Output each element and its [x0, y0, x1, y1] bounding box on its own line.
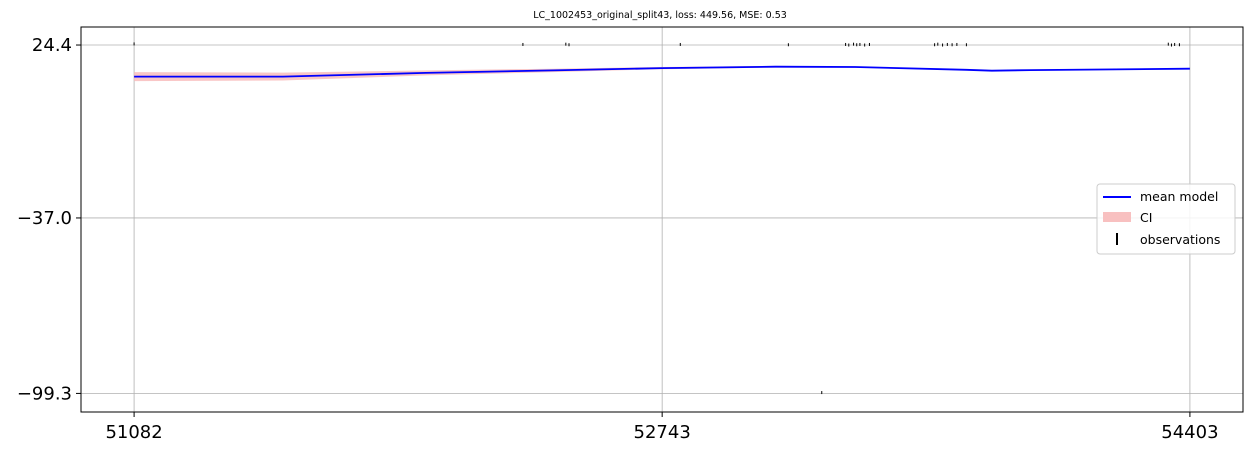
legend-ci-swatch: [1103, 212, 1131, 222]
x-tick-label: 52743: [634, 422, 691, 443]
mean-model-layer: [134, 65, 1190, 78]
legend-mean-model-label: mean model: [1140, 189, 1218, 204]
y-tick-label: 24.4: [32, 35, 72, 56]
mean-model-line: [134, 65, 1190, 78]
x-tick-label: 51082: [105, 422, 162, 443]
legend-observations-label: observations: [1140, 232, 1220, 247]
x-tick-label: 54403: [1161, 422, 1218, 443]
chart-title: LC_1002453_original_split43, loss: 449.5…: [533, 10, 787, 21]
legend-frame: [1096, 183, 1236, 255]
grid: [81, 27, 1243, 412]
legend-ci-label: CI: [1140, 210, 1152, 225]
y-tick-label: −99.3: [17, 383, 72, 404]
y-tick-label: −37.0: [17, 208, 72, 229]
ticks: 51082 52743 54403 24.4 −37.0 −99.3: [17, 35, 1219, 443]
legend: mean model CI observations: [1096, 183, 1236, 255]
observations-layer: [133, 42, 1180, 395]
